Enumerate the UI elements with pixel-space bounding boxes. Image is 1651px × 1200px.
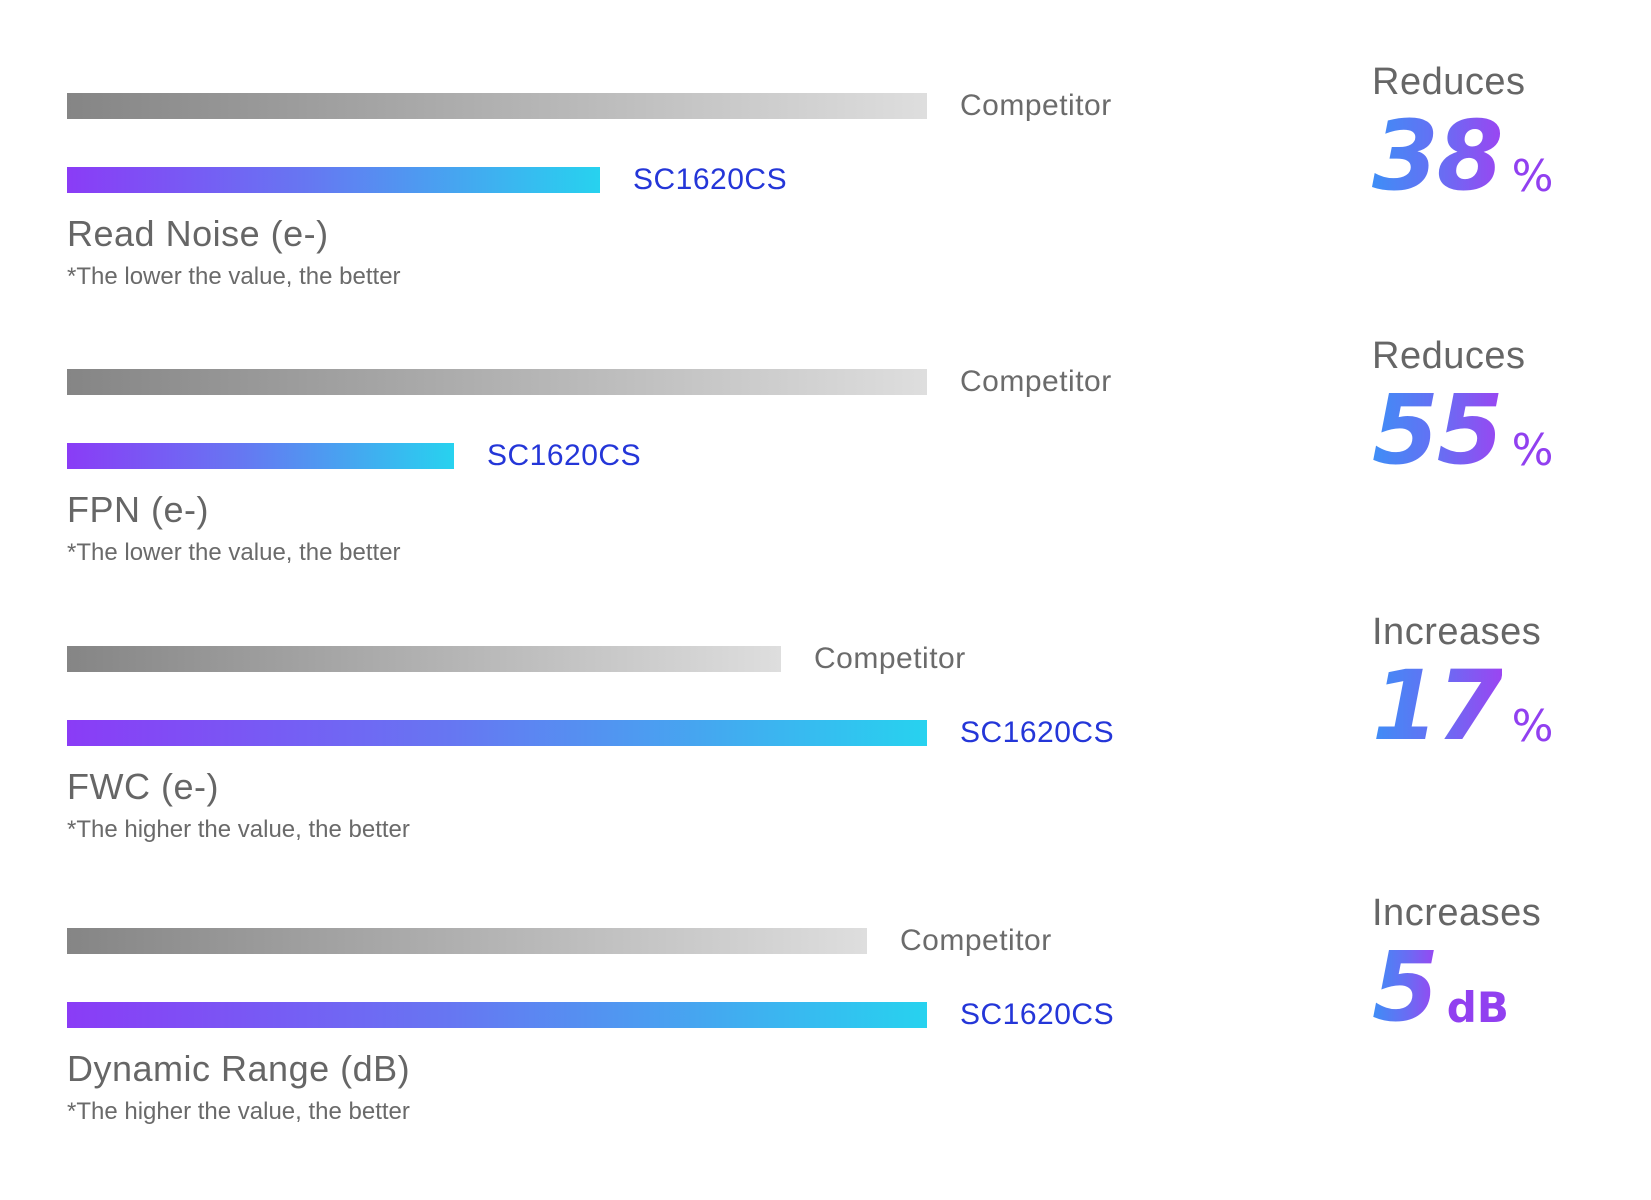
metric-title: Dynamic Range (dB) [67, 1048, 411, 1089]
product-bar [67, 1002, 927, 1028]
product-bar [67, 443, 454, 469]
stat-number: 17 [1372, 650, 1504, 762]
metric-note: *The lower the value, the better [67, 539, 401, 566]
competitor-bar-label: Competitor [960, 365, 1112, 398]
product-bar [67, 167, 600, 193]
stat-unit: % [1511, 151, 1554, 202]
product-bar [67, 720, 927, 746]
competitor-bar [67, 928, 867, 954]
stat-unit: dB [1446, 983, 1509, 1032]
stat-unit: % [1511, 425, 1554, 476]
stat-callout: Increases 17% [1372, 612, 1632, 783]
product-bar-label: SC1620CS [960, 716, 1115, 749]
competitor-bar-label: Competitor [814, 642, 966, 675]
stat-verb: Reduces [1372, 335, 1526, 377]
stat-figure: 38% [1372, 108, 1632, 233]
competitor-bar-label: Competitor [960, 89, 1112, 122]
product-bar-label: SC1620CS [960, 998, 1115, 1031]
metric-title: FPN (e-) [67, 489, 209, 530]
competitor-bar-label: Competitor [900, 924, 1052, 957]
product-bar-label: SC1620CS [487, 439, 642, 472]
stat-figure: 55% [1372, 382, 1632, 507]
metric-note: *The higher the value, the better [67, 816, 410, 843]
stat-number: 5 [1372, 931, 1439, 1043]
product-bar-label: SC1620CS [633, 163, 788, 196]
stat-number: 55 [1372, 374, 1504, 486]
stat-callout: Reduces 38% [1372, 62, 1632, 233]
competitor-bar [67, 646, 781, 672]
stat-unit: % [1511, 701, 1554, 752]
stat-callout: Reduces 55% [1372, 336, 1632, 507]
metric-title: FWC (e-) [67, 766, 219, 807]
stat-verb: Reduces [1372, 61, 1526, 103]
metric-note: *The higher the value, the better [67, 1098, 410, 1125]
stat-verb: Increases [1372, 611, 1542, 653]
stat-verb: Increases [1372, 892, 1542, 934]
stat-callout: Increases 5 dB [1372, 893, 1632, 1064]
metric-note: *The lower the value, the better [67, 263, 401, 290]
stat-figure: 5 dB [1372, 939, 1632, 1064]
stat-figure: 17% [1372, 658, 1632, 783]
competitor-bar [67, 93, 927, 119]
metric-title: Read Noise (e-) [67, 213, 329, 254]
stat-number: 38 [1372, 100, 1504, 212]
competitor-bar [67, 369, 927, 395]
